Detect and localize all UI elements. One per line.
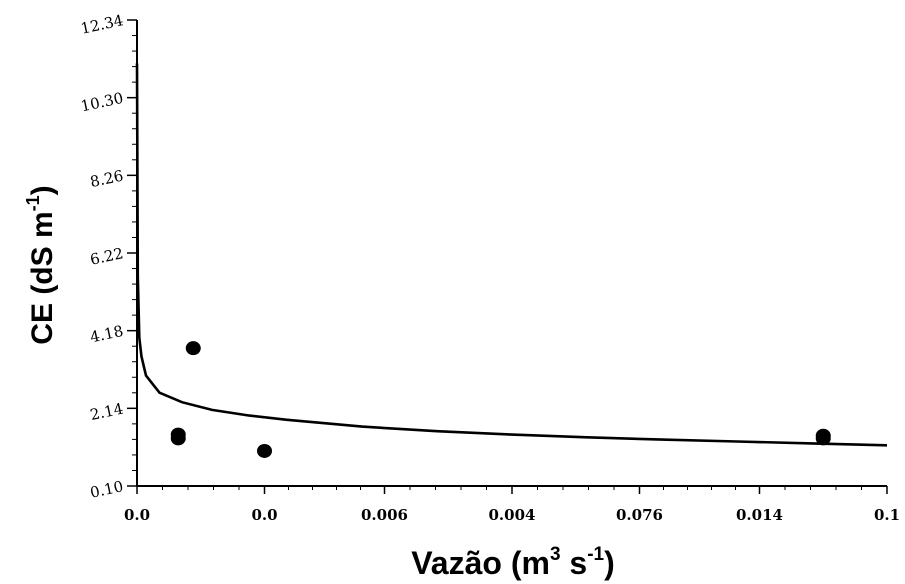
y-tick-label: 10.30 (79, 89, 125, 116)
x-axis-title-end: ) (604, 545, 615, 581)
x-ticks: 0.0 0.0 0.006 0.004 0.076 0.014 0.1 (124, 486, 900, 524)
x-axis-title-mid: s (561, 545, 588, 581)
x-axis-title-sup1: 3 (550, 544, 561, 565)
y-tick-label: 8.26 (88, 167, 124, 192)
x-tick-label: 0.0 (251, 506, 277, 524)
y-tick-label: 0.10 (88, 477, 124, 502)
x-tick-label: 0.0 (124, 506, 150, 524)
points-layer (170, 341, 831, 458)
y-tick-label: 6.22 (88, 244, 124, 269)
x-tick-label: 0.014 (736, 506, 783, 524)
y-tick-label: 4.18 (88, 322, 124, 347)
x-tick-label: 0.076 (616, 506, 663, 524)
y-tick-label: 2.14 (88, 400, 124, 425)
data-point (170, 427, 186, 442)
y-axis-title-end: ) (26, 185, 59, 195)
data-point (257, 443, 272, 458)
data-point (185, 341, 201, 356)
y-axis-title: CE (dS m-1) (23, 185, 59, 344)
x-tick-label: 0.1 (874, 506, 900, 524)
y-tick-label: 12.34 (79, 11, 125, 38)
y-axis-title-main: CE (dS m (26, 211, 59, 344)
y-axis-title-sup: -1 (23, 195, 43, 211)
fit-curve-line (135, 63, 888, 447)
x-tick-label: 0.004 (489, 506, 536, 524)
x-axis-title: Vazão (m3 s-1) (411, 544, 615, 581)
x-axis-title-main: Vazão (m (411, 545, 550, 581)
fit-curve-layer (135, 63, 888, 447)
x-tick-label: 0.006 (361, 506, 408, 524)
x-axis-title-sup2: -1 (587, 544, 604, 565)
data-point (815, 428, 831, 443)
y-ticks: 0.10 2.14 4.18 6.22 8.26 10.30 12.34 (79, 11, 137, 502)
